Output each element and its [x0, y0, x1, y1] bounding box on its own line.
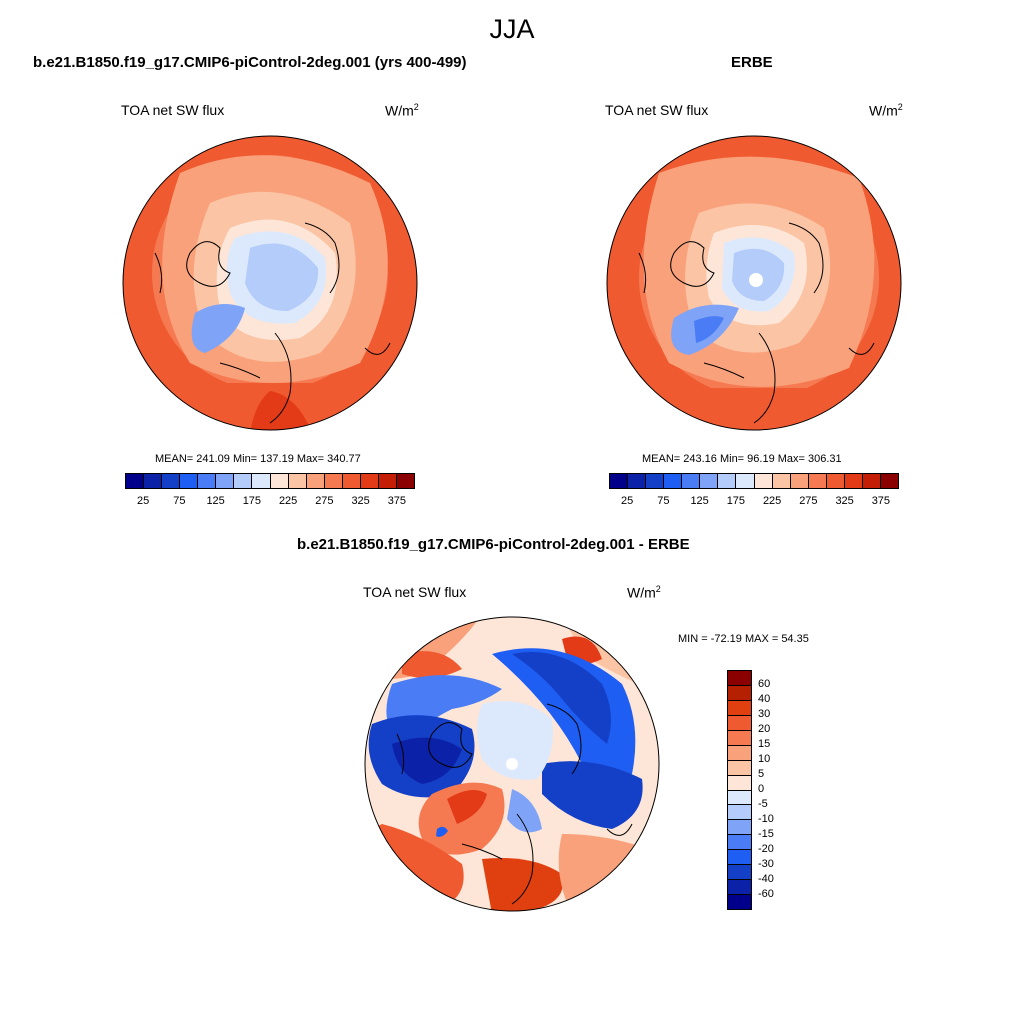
colorbar-cell: [728, 790, 751, 806]
colorbar-tick-label: 0: [758, 783, 765, 795]
colorbar-cell: [162, 474, 181, 488]
colorbar-cell: [728, 745, 751, 761]
panel1-polar-map: [122, 135, 418, 431]
colorbar-cell: [728, 835, 751, 851]
colorbar-tick-label: 25: [137, 495, 150, 507]
colorbar-cell: [396, 474, 414, 488]
colorbar-cell: [126, 474, 145, 488]
colorbar-cell: [216, 474, 235, 488]
panel3-polar-map: [364, 616, 660, 912]
colorbar-tick-label: 325: [351, 495, 370, 507]
colorbar-cell: [360, 474, 379, 488]
colorbar-cell: [728, 820, 751, 836]
colorbar-cell: [628, 474, 647, 488]
colorbar-cell: [728, 805, 751, 821]
colorbar-cell: [728, 760, 751, 776]
colorbar-tick-label: -40: [758, 873, 774, 885]
colorbar-cell: [144, 474, 163, 488]
colorbar-tick-label: -5: [758, 798, 768, 810]
panel3-case-title: b.e21.B1850.f19_g17.CMIP6-piControl-2deg…: [297, 536, 690, 553]
panel3-units-label: W/m2: [627, 584, 661, 601]
colorbar-tick-label: -30: [758, 858, 774, 870]
colorbar-tick-label: 10: [758, 753, 771, 765]
colorbar-tick-label: 75: [657, 495, 670, 507]
colorbar-cell: [646, 474, 665, 488]
colorbar-cell: [610, 474, 629, 488]
colorbar-cell: [180, 474, 199, 488]
panel1-stats: MEAN= 241.09 Min= 137.19 Max= 340.77: [155, 453, 361, 465]
colorbar-tick-label: 325: [835, 495, 854, 507]
colorbar-tick-label: 375: [387, 495, 407, 507]
colorbar-cell: [808, 474, 827, 488]
colorbar-cell: [844, 474, 863, 488]
panel1-case-title: b.e21.B1850.f19_g17.CMIP6-piControl-2deg…: [33, 54, 467, 71]
colorbar-cell: [700, 474, 719, 488]
colorbar-cell: [728, 715, 751, 731]
colorbar-cell: [772, 474, 791, 488]
colorbar-tick-label: -10: [758, 813, 774, 825]
colorbar-cell: [682, 474, 701, 488]
colorbar-cell: [728, 775, 751, 791]
colorbar-tick-label: -60: [758, 888, 774, 900]
colorbar-tick-label: 375: [871, 495, 891, 507]
colorbar-tick-label: 275: [799, 495, 818, 507]
colorbar-cell: [270, 474, 289, 488]
colorbar-cell: [736, 474, 755, 488]
colorbar-cell: [728, 880, 751, 896]
panel2-colorbar: [609, 473, 899, 489]
panel2-stats: MEAN= 243.16 Min= 96.19 Max= 306.31: [642, 453, 842, 465]
colorbar-cell: [728, 671, 751, 686]
colorbar-cell: [728, 730, 751, 746]
colorbar-cell: [862, 474, 881, 488]
colorbar-tick-label: 60: [758, 678, 771, 690]
panel1-variable-label: TOA net SW flux: [121, 102, 225, 118]
panel1-colorbar: [125, 473, 415, 489]
panel2-case-title: ERBE: [731, 54, 773, 71]
colorbar-cell: [728, 700, 751, 716]
colorbar-cell: [728, 850, 751, 866]
colorbar-cell: [718, 474, 737, 488]
colorbar-cell: [790, 474, 809, 488]
colorbar-tick-label: -15: [758, 828, 774, 840]
panel2-units-label: W/m2: [869, 102, 903, 119]
panel2-polar-map: [606, 135, 902, 431]
colorbar-tick-label: 225: [762, 495, 782, 507]
panel3-stats: MIN = -72.19 MAX = 54.35: [678, 633, 809, 645]
colorbar-tick-label: 275: [315, 495, 334, 507]
panel2-variable-label: TOA net SW flux: [605, 102, 709, 118]
colorbar-tick-label: 175: [242, 495, 262, 507]
colorbar-cell: [728, 865, 751, 881]
colorbar-cell: [252, 474, 271, 488]
figure-title: JJA: [489, 14, 535, 44]
colorbar-cell: [198, 474, 217, 488]
colorbar-cell: [826, 474, 845, 488]
colorbar-tick-label: 125: [206, 495, 225, 507]
colorbar-cell: [306, 474, 325, 488]
colorbar-tick-label: 225: [278, 495, 298, 507]
panel1-units-label: W/m2: [385, 102, 419, 119]
colorbar-tick-label: 175: [726, 495, 746, 507]
colorbar-cell: [880, 474, 898, 488]
colorbar-tick-label: 125: [690, 495, 709, 507]
colorbar-tick-label: 30: [758, 708, 771, 720]
colorbar-tick-label: 5: [758, 768, 765, 780]
panel3-colorbar: [727, 670, 752, 910]
colorbar-tick-label: 25: [621, 495, 634, 507]
colorbar-cell: [754, 474, 773, 488]
colorbar-cell: [342, 474, 361, 488]
colorbar-cell: [324, 474, 343, 488]
colorbar-cell: [288, 474, 307, 488]
colorbar-cell: [728, 685, 751, 701]
colorbar-tick-label: 75: [173, 495, 186, 507]
colorbar-cell: [664, 474, 683, 488]
colorbar-tick-label: -20: [758, 843, 774, 855]
colorbar-tick-label: 15: [758, 738, 771, 750]
colorbar-cell: [728, 895, 751, 909]
colorbar-tick-label: 20: [758, 723, 771, 735]
colorbar-tick-label: 40: [758, 693, 771, 705]
colorbar-cell: [378, 474, 397, 488]
panel3-variable-label: TOA net SW flux: [363, 584, 467, 600]
colorbar-cell: [234, 474, 253, 488]
